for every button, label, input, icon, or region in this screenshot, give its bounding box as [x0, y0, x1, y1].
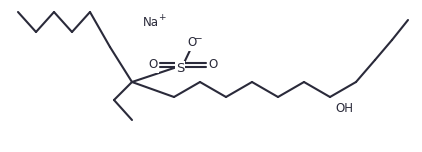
Text: O: O: [187, 36, 197, 50]
Text: O: O: [208, 59, 218, 71]
Text: +: +: [158, 14, 165, 22]
Text: O: O: [149, 59, 158, 71]
Text: Na: Na: [143, 16, 159, 29]
Text: S: S: [176, 62, 184, 74]
Text: OH: OH: [335, 102, 353, 116]
Text: −: −: [194, 34, 203, 44]
